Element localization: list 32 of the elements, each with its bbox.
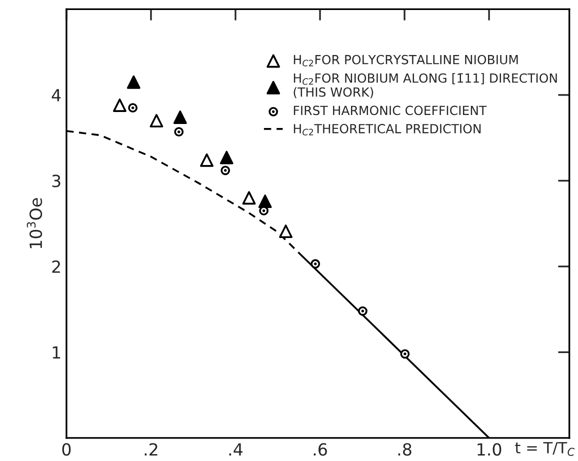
point	[200, 153, 214, 167]
point	[113, 98, 126, 112]
x-tick-label: .8	[398, 443, 412, 456]
point	[279, 224, 292, 238]
y-tick-label: 2	[52, 260, 60, 273]
point	[220, 166, 230, 176]
x-axis-title: t = T/T$_{C}$	[515, 442, 575, 456]
point	[258, 194, 272, 208]
x-tick-label: 1.0	[478, 443, 502, 456]
legend-label: FIRST HARMONIC COEFFICIENT	[294, 106, 487, 116]
point	[126, 75, 140, 89]
point	[310, 259, 320, 269]
legend-label: H$_{C2}$FOR POLYCRYSTALLINE NIOBIUM	[294, 54, 518, 66]
y-tick-label: 3	[52, 174, 60, 188]
x-tick-label: .4	[229, 443, 243, 456]
y-axis-title: 10$^{3}$Oe	[26, 198, 42, 248]
y-tick-label: 4	[52, 89, 61, 102]
point	[259, 206, 269, 216]
point	[173, 110, 187, 124]
point	[220, 150, 234, 164]
point	[128, 103, 138, 113]
point	[150, 114, 164, 128]
point	[358, 306, 368, 316]
x-tick-label: 0	[62, 443, 71, 456]
point	[400, 349, 410, 359]
point	[174, 127, 184, 137]
legend-label: H$_{C2}$THEORETICAL PREDICTION	[294, 124, 481, 136]
x-tick-label: .6	[314, 443, 327, 456]
point	[242, 191, 256, 205]
y-tick-label: 1	[52, 346, 60, 359]
legend-label: H$_{C2}$FOR NIOBIUM ALONG [1̄11] DIRECTION (THIS WORK)	[294, 73, 557, 98]
x-tick-label: .2	[144, 443, 158, 456]
